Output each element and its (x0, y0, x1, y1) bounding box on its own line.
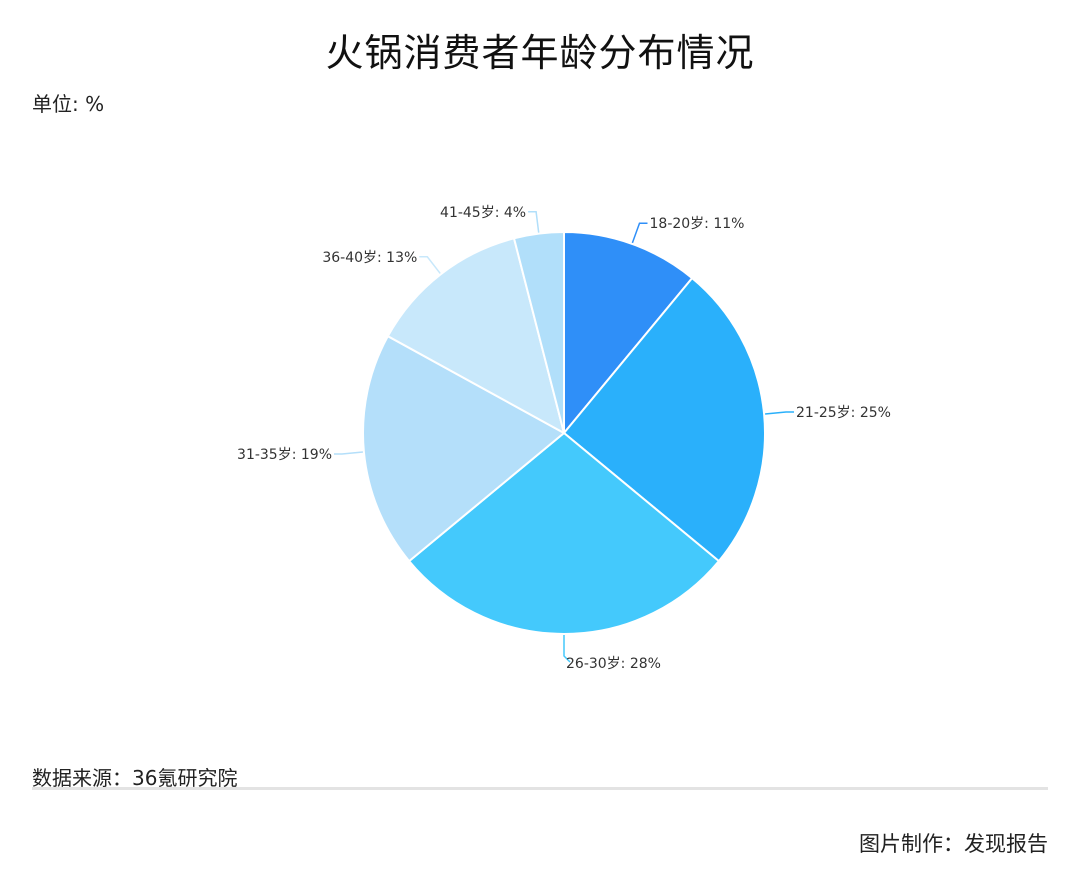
data-source-label: 数据来源：36氪研究院 (32, 766, 238, 790)
slice-label: 18-20岁: 11% (650, 216, 745, 232)
leader-line (765, 411, 794, 415)
chart-title: 火锅消费者年龄分布情况 (325, 31, 755, 75)
leader-line (419, 256, 441, 274)
slice-label: 26-30岁: 28% (566, 656, 661, 672)
slice-label: 36-40岁: 13% (322, 250, 417, 266)
pie-slice (512, 230, 565, 434)
pie-slice (407, 431, 721, 635)
leader-line (528, 211, 540, 233)
unit-label: 单位: % (32, 92, 105, 116)
slice-label: 21-25岁: 25% (796, 405, 891, 421)
footer-divider (32, 787, 1048, 790)
leader-line (334, 451, 363, 455)
leader-line (563, 635, 571, 663)
credit-label: 图片制作：发现报告 (859, 832, 1048, 856)
pie-slice (362, 334, 566, 563)
slice-label: 31-35岁: 19% (237, 447, 332, 463)
pie-slice (563, 230, 694, 436)
slice-label: 41-45岁: 4% (440, 205, 526, 221)
pie-slice (562, 276, 766, 563)
leader-line (631, 222, 648, 244)
pie-slice (386, 237, 566, 435)
